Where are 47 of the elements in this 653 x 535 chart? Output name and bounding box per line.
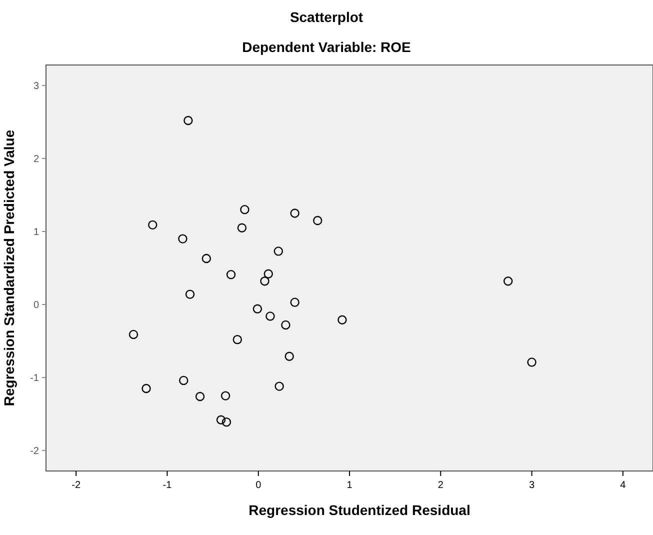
x-tick-label: 1 <box>346 480 353 491</box>
point <box>281 320 290 330</box>
y-tick-label: -1 <box>30 373 40 384</box>
y-axis-title: Regression Standardized Predicted Value <box>1 130 17 406</box>
point <box>142 384 151 394</box>
point <box>290 208 300 218</box>
y-tick-label: 1 <box>33 226 40 238</box>
point <box>266 312 275 321</box>
point <box>240 204 250 214</box>
point <box>338 315 347 324</box>
point <box>178 234 188 244</box>
point <box>185 290 195 299</box>
x-tick-label: 4 <box>620 480 626 491</box>
chart-title: Scatterplot <box>290 9 364 25</box>
x-tick-label: -2 <box>72 480 81 491</box>
point <box>252 304 262 314</box>
point <box>220 391 230 400</box>
point <box>195 392 205 402</box>
point <box>222 417 232 427</box>
y-tick-label: 0 <box>33 300 40 312</box>
point <box>237 223 247 232</box>
point <box>284 352 294 361</box>
point <box>184 116 193 126</box>
point <box>527 358 536 367</box>
chart-subtitle: Dependent Variable: ROE <box>242 39 411 55</box>
point <box>232 334 242 344</box>
point <box>274 246 284 256</box>
y-tick-label: 3 <box>33 80 40 92</box>
point <box>216 415 226 424</box>
point <box>226 270 236 280</box>
point <box>202 254 212 264</box>
x-tick-label: -1 <box>162 480 172 491</box>
point <box>274 382 284 391</box>
x-tick-label: 0 <box>256 480 262 491</box>
point <box>264 269 273 278</box>
point <box>260 276 270 286</box>
point <box>313 216 322 226</box>
point <box>128 330 138 340</box>
y-tick-label: -2 <box>30 446 40 458</box>
point <box>503 276 513 286</box>
x-tick-label: 3 <box>529 480 535 491</box>
y-tick-label: 2 <box>33 154 40 165</box>
x-tick-label: 2 <box>438 480 444 491</box>
point <box>179 376 188 386</box>
point <box>290 298 300 307</box>
point <box>148 220 158 230</box>
x-axis-title: Regression Studentized Residual <box>248 502 470 518</box>
